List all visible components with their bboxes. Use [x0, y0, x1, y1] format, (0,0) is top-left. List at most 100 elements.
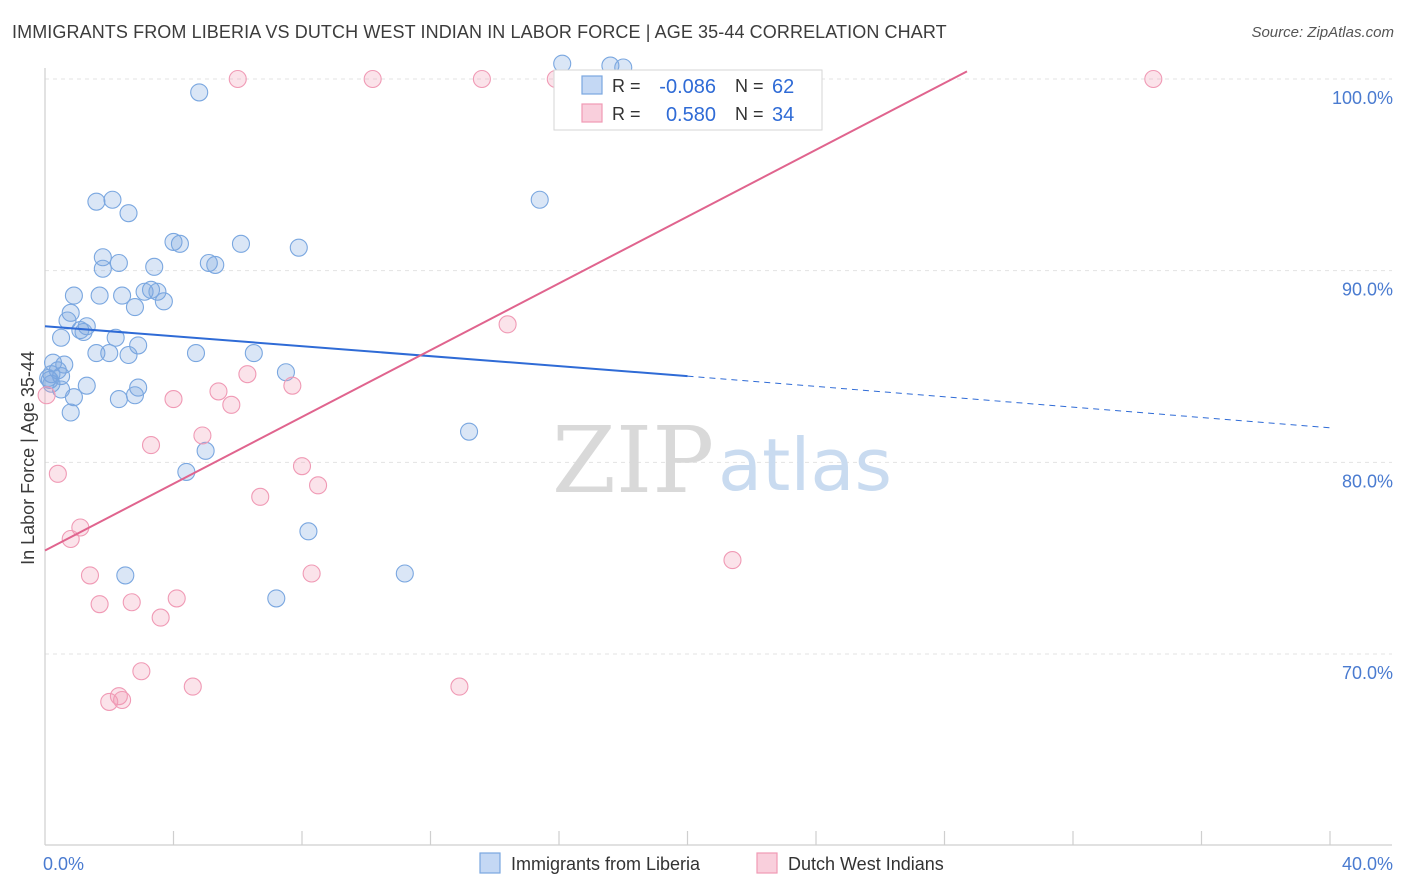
liberia-point: [395, 564, 414, 583]
liberia-point: [52, 328, 71, 347]
legend-box: R = -0.086 N = 62 R = 0.580 N = 34: [553, 69, 823, 131]
liberia-point: [267, 589, 286, 608]
dutch-west-indian-point: [141, 436, 161, 455]
dutch-west-indian-point: [363, 69, 382, 89]
x-tick-label: 40.0%: [1342, 854, 1393, 874]
dutch-west-indian-point: [100, 692, 119, 711]
liberia-point: [125, 386, 144, 405]
dutch-west-indian-point: [48, 464, 67, 483]
y-tick-label: 100.0%: [1332, 88, 1393, 108]
liberia-point: [119, 345, 138, 365]
liberia-point: [459, 422, 479, 441]
liberia-point: [42, 374, 61, 393]
liberia-point: [119, 204, 138, 223]
dutch-west-indian-point: [309, 476, 328, 495]
dutch-west-indian-point: [472, 69, 491, 89]
legend-r-value-1: -0.086: [659, 76, 716, 98]
liberia-trend-extension: [687, 375, 1331, 429]
y-tick-label: 90.0%: [1342, 280, 1393, 300]
liberia-point: [199, 253, 218, 273]
liberia-point: [135, 282, 154, 301]
liberia-point: [74, 322, 93, 342]
y-tick-labels: 100.0% 90.0% 80.0% 70.0%: [1332, 88, 1393, 683]
legend-r-label-1: R =: [612, 76, 641, 96]
dutch-west-indian-point: [80, 566, 100, 585]
dutch-west-indian-point: [132, 662, 151, 681]
liberia-point: [87, 344, 106, 363]
dutch-west-indian-point: [283, 376, 302, 395]
y-axis-label: In Labor Force | Age 35-44: [18, 351, 38, 565]
liberia-point: [148, 282, 167, 301]
liberia-point: [109, 390, 128, 409]
dutch-west-indian-point: [228, 69, 247, 89]
dutch-west-indian-point: [109, 687, 128, 706]
dutch-west-indian-point: [251, 487, 270, 506]
liberia-point: [154, 292, 173, 311]
source-label: Source: ZipAtlas.com: [1251, 24, 1394, 41]
legend-swatch-pink: [581, 103, 603, 123]
bottom-legend-swatch-blue: [479, 852, 501, 874]
liberia-point: [186, 344, 206, 363]
liberia-point: [77, 376, 96, 395]
dutch-west-indian-point: [151, 608, 170, 627]
x-tick-labels: 0.0% 40.0%: [43, 854, 1393, 874]
dutch-west-indian-point: [183, 677, 202, 696]
liberia-point: [206, 255, 225, 274]
liberia-point: [64, 286, 83, 305]
watermark-zip: ZIP: [552, 407, 714, 514]
liberia-point: [299, 522, 318, 541]
liberia-point: [39, 368, 58, 388]
dutch-west-indian-point: [1144, 69, 1163, 89]
y-tick-label: 80.0%: [1342, 471, 1393, 491]
trend-lines: [44, 70, 1331, 552]
bottom-legend-swatch-pink: [756, 852, 778, 874]
bottom-legend-label-blue: Immigrants from Liberia: [511, 854, 701, 874]
axes: [44, 68, 1392, 846]
dutch-west-indian-point: [498, 315, 517, 334]
dutch-west-indian-point: [193, 426, 212, 445]
legend-r-value-2: 0.580: [666, 104, 716, 126]
liberia-point: [231, 234, 251, 253]
liberia-point: [164, 232, 183, 251]
liberia-point: [58, 311, 77, 330]
chart-title: IMMIGRANTS FROM LIBERIA VS DUTCH WEST IN…: [12, 22, 947, 42]
legend-r-label-2: R =: [612, 104, 641, 124]
liberia-trend-line: [44, 325, 688, 378]
x-tick-label: 0.0%: [43, 854, 84, 874]
dutch-west-indian-point: [90, 595, 109, 614]
dutch-west-indian-point: [723, 551, 742, 570]
liberia-point: [145, 257, 164, 276]
liberia-point: [170, 234, 189, 253]
watermark-atlas: atlas: [718, 423, 892, 507]
dutch-west-indian-point: [450, 677, 469, 696]
dutch-west-indian-point: [122, 593, 141, 612]
liberia-point: [113, 286, 132, 305]
dutch-west-indian-point: [238, 365, 257, 384]
dutch-west-indian-point: [164, 390, 183, 409]
liberia-point: [190, 83, 209, 102]
liberia-point: [116, 566, 135, 585]
liberia-point: [125, 298, 144, 317]
dutch-west-indian-point: [292, 457, 312, 476]
y-tick-label: 70.0%: [1342, 663, 1393, 683]
legend-n-value-2: 34: [772, 104, 794, 126]
liberia-point: [244, 344, 263, 363]
liberia-point: [109, 253, 128, 273]
bottom-legend-label-pink: Dutch West Indians: [788, 854, 944, 874]
legend-n-label-2: N =: [735, 104, 764, 124]
dutch-west-indian-trend-line: [44, 70, 968, 552]
liberia-point: [141, 280, 161, 299]
bottom-legend: Immigrants from Liberia Dutch West India…: [479, 852, 944, 874]
legend-n-value-1: 62: [772, 76, 794, 98]
data-points: [37, 54, 1163, 711]
liberia-point: [93, 259, 112, 278]
dutch-west-indian-point: [37, 386, 56, 405]
liberia-point: [103, 190, 122, 209]
liberia-point: [196, 441, 215, 460]
liberia-point: [530, 190, 549, 209]
dutch-west-indian-point: [302, 564, 321, 583]
liberia-point: [87, 192, 106, 211]
dutch-west-indian-point: [222, 395, 241, 414]
liberia-point: [61, 403, 80, 422]
